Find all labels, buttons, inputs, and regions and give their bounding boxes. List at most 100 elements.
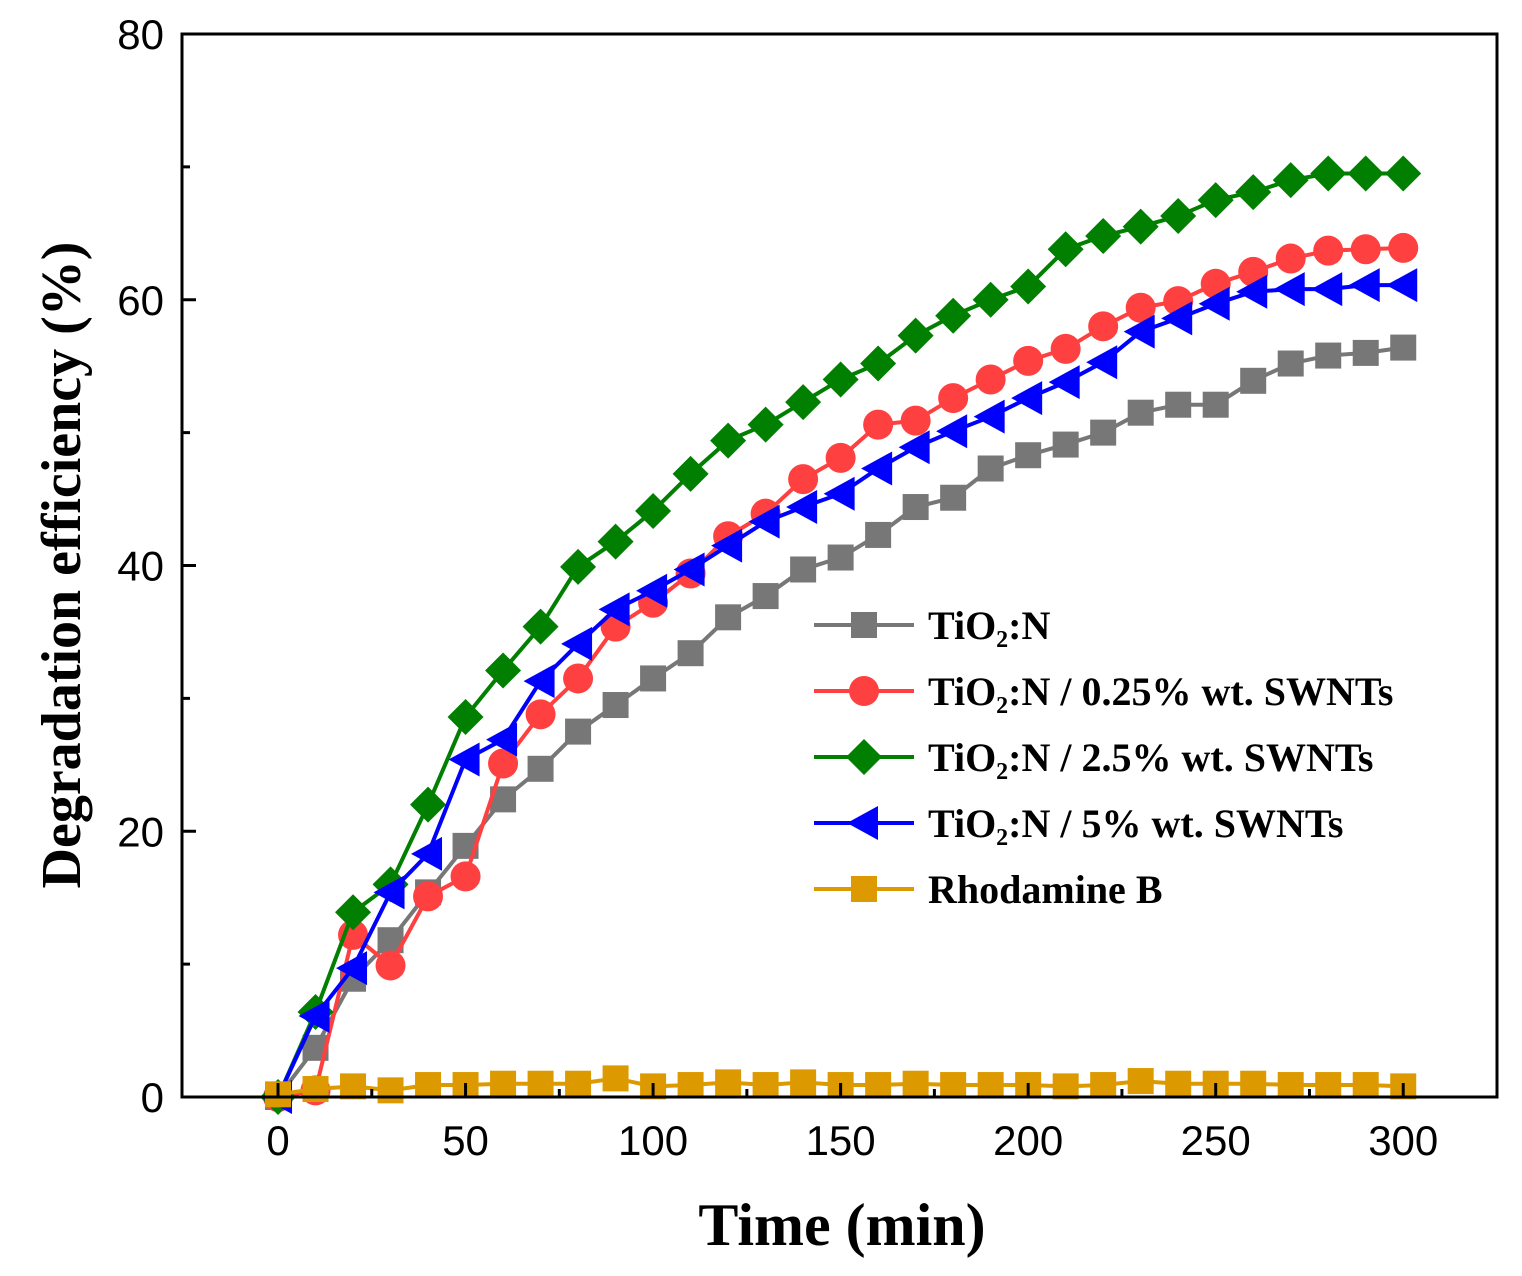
data-point-square xyxy=(1052,431,1079,458)
data-point-triangle xyxy=(1348,268,1380,303)
data-point-triangle xyxy=(673,552,705,587)
data-point-square xyxy=(602,692,629,719)
data-point-diamond xyxy=(897,317,934,354)
legend-item: TiO₂:N / 0.25% wt. SWNTs xyxy=(814,669,1393,714)
x-tick-label: 150 xyxy=(806,1117,876,1164)
data-point-square xyxy=(527,755,554,782)
data-point-square xyxy=(1015,442,1042,469)
data-point-triangle xyxy=(336,951,368,986)
data-point-triangle xyxy=(898,430,930,465)
data-point-diamond xyxy=(1085,217,1122,254)
data-point-square xyxy=(377,1077,404,1104)
data-point-circle xyxy=(1275,243,1306,274)
data-point-square xyxy=(1315,1072,1342,1099)
data-point-diamond xyxy=(972,281,1009,318)
data-point-circle xyxy=(563,663,594,694)
data-point-triangle xyxy=(598,592,630,627)
data-point-diamond xyxy=(635,493,672,530)
data-point-triangle xyxy=(448,742,480,777)
data-point-square xyxy=(1127,399,1154,426)
data-point-square xyxy=(1165,391,1192,418)
data-point-diamond xyxy=(1122,208,1159,245)
data-point-triangle xyxy=(411,836,443,871)
data-point-square xyxy=(602,1065,629,1092)
data-point-square xyxy=(715,604,742,631)
y-axis-label: Degradation efficiency (%) xyxy=(31,242,93,889)
legend: TiO₂:N TiO₂:N / 0.25% wt. SWNTs TiO₂:N / 2… xyxy=(814,603,1393,912)
x-tick-label: 250 xyxy=(1181,1117,1251,1164)
data-point-triangle xyxy=(1236,274,1268,309)
data-point-diamond xyxy=(785,384,822,421)
y-tick-label: 20 xyxy=(117,808,164,855)
data-point-square xyxy=(1240,367,1267,394)
data-point-diamond xyxy=(1160,198,1197,235)
data-point-circle xyxy=(788,464,819,495)
data-point-square xyxy=(1127,1068,1154,1095)
data-point-triangle xyxy=(1086,345,1118,380)
data-point-square xyxy=(940,484,967,511)
data-point-square xyxy=(1202,391,1229,418)
data-point-diamond xyxy=(1385,155,1422,192)
data-point-square xyxy=(827,544,854,571)
data-point-triangle xyxy=(973,399,1005,434)
data-point-square xyxy=(415,1072,442,1099)
data-point-square xyxy=(340,1073,367,1100)
data-point-square xyxy=(677,640,704,667)
data-point-diamond xyxy=(860,345,897,382)
data-point-circle xyxy=(825,442,856,473)
data-point-square xyxy=(865,521,892,548)
data-point-triangle xyxy=(1386,268,1418,303)
plot-area xyxy=(260,155,1422,1115)
data-point-circle xyxy=(1013,345,1044,376)
legend-label: TiO₂:N / 0.25% wt. SWNTs xyxy=(928,669,1393,714)
x-tick-label: 300 xyxy=(1368,1117,1438,1164)
legend-item: TiO₂:N / 2.5% wt. SWNTs xyxy=(814,735,1373,780)
data-point-triangle xyxy=(486,722,518,757)
data-point-square xyxy=(677,1072,704,1099)
data-point-square xyxy=(790,556,817,583)
data-point-diamond xyxy=(597,523,634,560)
data-point-diamond xyxy=(1310,155,1347,192)
data-point-diamond xyxy=(1235,174,1272,211)
data-point-triangle xyxy=(1311,272,1343,307)
legend-item: Rhodamine B xyxy=(814,867,1163,912)
legend-label: TiO₂:N / 2.5% wt. SWNTs xyxy=(928,735,1373,780)
data-point-diamond xyxy=(335,894,372,931)
data-point-circle xyxy=(938,383,969,414)
data-point-square xyxy=(1390,334,1417,361)
series-tio-n-0-25-wt-swnts xyxy=(263,232,1419,1112)
x-axis-label: Time (min) xyxy=(698,1192,985,1258)
data-point-square xyxy=(977,455,1004,482)
data-point-square xyxy=(940,1072,967,1099)
data-point-triangle xyxy=(373,875,405,910)
data-point-triangle xyxy=(711,528,743,563)
y-tick-label: 80 xyxy=(117,11,164,58)
data-point-circle xyxy=(975,364,1006,395)
data-point-diamond xyxy=(410,786,447,823)
data-point-square xyxy=(790,1069,817,1096)
data-point-triangle xyxy=(861,451,893,486)
x-tick-label: 50 xyxy=(442,1117,489,1164)
data-point-diamond xyxy=(560,548,597,585)
series-tio-n xyxy=(265,334,1417,1110)
data-point-square xyxy=(1052,1073,1079,1100)
data-point-diamond xyxy=(846,739,882,775)
data-point-triangle xyxy=(847,806,878,840)
data-point-triangle xyxy=(1048,365,1080,400)
legend-label: TiO₂:N / 5% wt. SWNTs xyxy=(928,801,1343,846)
data-point-diamond xyxy=(1272,162,1309,199)
data-point-square xyxy=(1090,419,1117,446)
data-point-square xyxy=(565,718,592,745)
data-point-square xyxy=(490,1070,517,1097)
data-point-circle xyxy=(863,409,894,440)
data-point-square xyxy=(902,1070,929,1097)
data-point-square xyxy=(1277,350,1304,377)
data-point-square xyxy=(715,1069,742,1096)
data-point-circle xyxy=(1125,292,1156,323)
data-point-square xyxy=(851,876,877,902)
legend-label: TiO₂:N xyxy=(928,603,1050,648)
data-point-diamond xyxy=(1010,268,1047,305)
data-point-triangle xyxy=(636,573,668,608)
data-point-diamond xyxy=(710,422,747,459)
